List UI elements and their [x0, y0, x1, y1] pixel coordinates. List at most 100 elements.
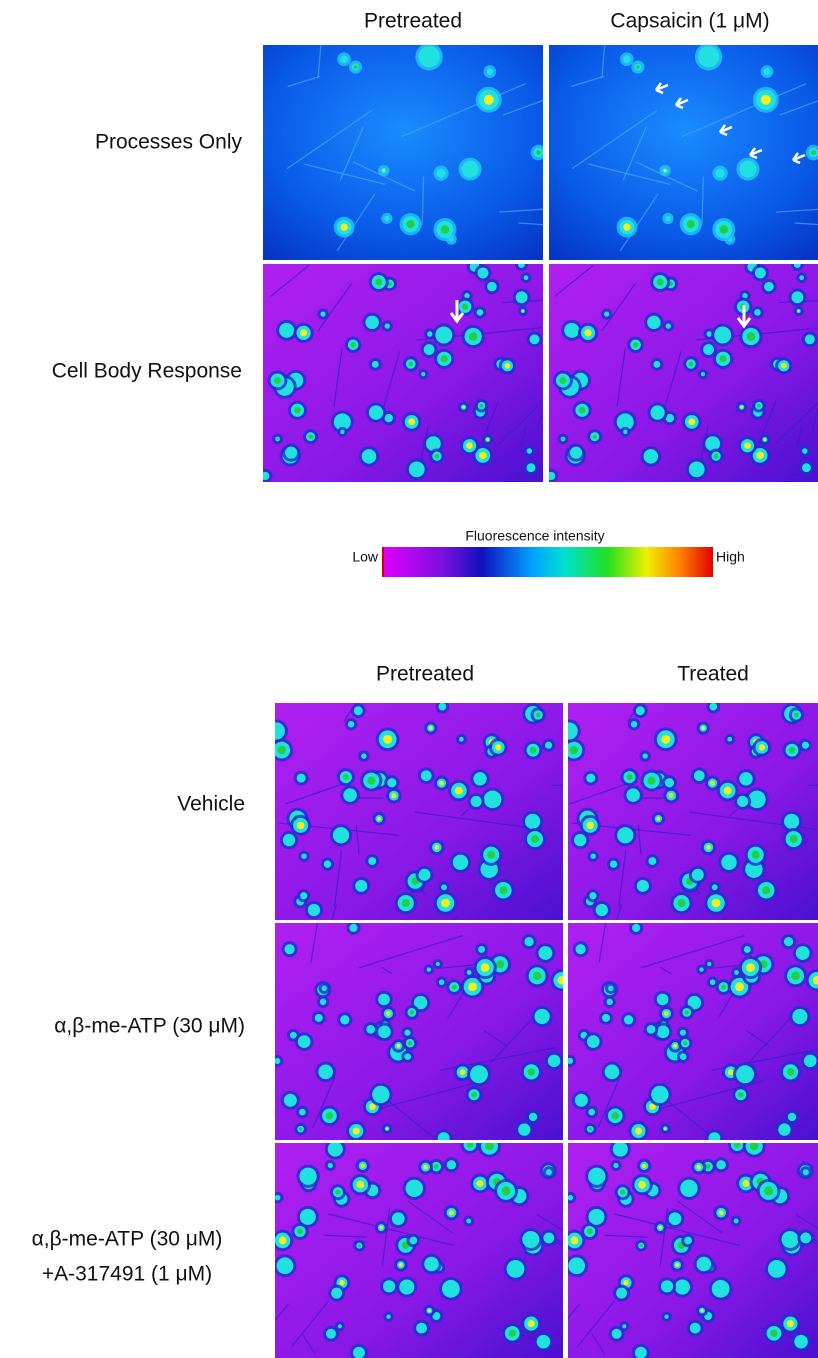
- process-fiber: [518, 222, 543, 226]
- cell: [314, 1013, 323, 1022]
- process-fiber: [323, 1234, 367, 1238]
- cell-core: [811, 150, 816, 156]
- cell-core: [383, 734, 393, 744]
- cell: [604, 1064, 620, 1080]
- cell: [515, 291, 528, 304]
- micrographs: [263, 45, 818, 1358]
- process-fiber: [333, 850, 343, 908]
- cell-core: [476, 1180, 484, 1187]
- cell-core: [462, 405, 465, 409]
- cell: [332, 827, 350, 844]
- cell-core: [535, 712, 541, 718]
- cell: [716, 1160, 726, 1170]
- cell: [438, 703, 447, 711]
- cell: [438, 979, 445, 985]
- cell-core: [632, 342, 639, 348]
- process-fiber: [536, 1213, 563, 1232]
- cell-core: [434, 845, 440, 850]
- cell: [684, 1236, 692, 1245]
- cell-core: [663, 169, 667, 172]
- cell: [441, 1279, 460, 1298]
- row-label: Cell Body Response: [52, 360, 242, 383]
- colorbar-title: Fluorescence intensity: [465, 528, 604, 544]
- cell: [426, 967, 432, 972]
- cell: [299, 1108, 306, 1116]
- cell: [526, 448, 533, 454]
- cell-core: [746, 332, 756, 341]
- row-label: α,β-me-ATP (30 μM): [32, 1228, 223, 1251]
- cell: [366, 1024, 376, 1034]
- cell: [333, 413, 351, 431]
- micrograph: [549, 264, 818, 482]
- cell: [608, 985, 614, 991]
- cell-core: [379, 1225, 384, 1230]
- cell: [742, 293, 748, 299]
- cell-core: [454, 786, 463, 795]
- process-fiber: [499, 400, 543, 445]
- cell-core: [623, 1279, 629, 1286]
- cell: [643, 449, 659, 464]
- cell-core: [357, 1244, 361, 1248]
- cell-core: [480, 963, 490, 972]
- cell-core: [532, 971, 542, 981]
- cell: [802, 463, 811, 473]
- cell: [523, 275, 529, 281]
- cell: [636, 879, 649, 892]
- cell: [437, 1132, 450, 1140]
- cell: [734, 970, 739, 975]
- process-fiber: [515, 472, 538, 480]
- cell-core: [468, 982, 477, 992]
- process-fiber: [619, 193, 659, 252]
- process-fiber: [791, 472, 814, 480]
- cell: [588, 1108, 596, 1116]
- cell: [469, 1065, 488, 1084]
- process-fiber: [275, 1303, 290, 1321]
- cell: [687, 995, 702, 1010]
- cell: [568, 1257, 586, 1275]
- cell-core: [760, 94, 771, 105]
- cell-core: [409, 1010, 415, 1015]
- cell: [679, 1053, 687, 1061]
- arrow: [449, 300, 465, 324]
- cell-core: [449, 1210, 454, 1216]
- cell-core: [664, 1011, 669, 1016]
- cell: [545, 1169, 552, 1176]
- process-fiber: [598, 923, 607, 963]
- cell-core: [592, 434, 597, 439]
- cell: [679, 1029, 687, 1036]
- cell: [547, 1054, 561, 1068]
- process-fiber: [613, 1213, 741, 1247]
- column-header: Pretreated: [364, 10, 462, 33]
- process-fiber: [681, 83, 807, 138]
- process-fiber: [775, 208, 818, 213]
- cell: [368, 405, 384, 420]
- cell: [574, 1093, 588, 1107]
- cell-core: [342, 774, 349, 781]
- arrow: [748, 147, 763, 160]
- cell: [709, 979, 716, 985]
- cell: [423, 344, 435, 355]
- cell-core: [738, 1091, 744, 1098]
- process-fiber: [421, 176, 425, 225]
- micrograph: [263, 45, 543, 260]
- cell-core: [529, 746, 537, 754]
- cell-core: [675, 1263, 680, 1267]
- cell-core: [749, 1143, 759, 1151]
- cell-core: [713, 453, 719, 459]
- cell-core: [794, 712, 799, 718]
- cell-core: [711, 898, 721, 908]
- cell: [446, 1160, 457, 1170]
- cell: [794, 1334, 808, 1349]
- process-fiber: [317, 45, 322, 78]
- cell-core: [744, 442, 751, 450]
- cell-core: [780, 362, 787, 369]
- cell-core: [719, 225, 729, 234]
- cell: [647, 315, 661, 330]
- cell: [466, 970, 472, 975]
- cell: [487, 281, 497, 292]
- cell: [299, 1167, 317, 1185]
- cell: [680, 1179, 698, 1198]
- cell-core: [758, 744, 765, 751]
- process-fiber: [746, 1030, 770, 1047]
- cell: [284, 944, 295, 955]
